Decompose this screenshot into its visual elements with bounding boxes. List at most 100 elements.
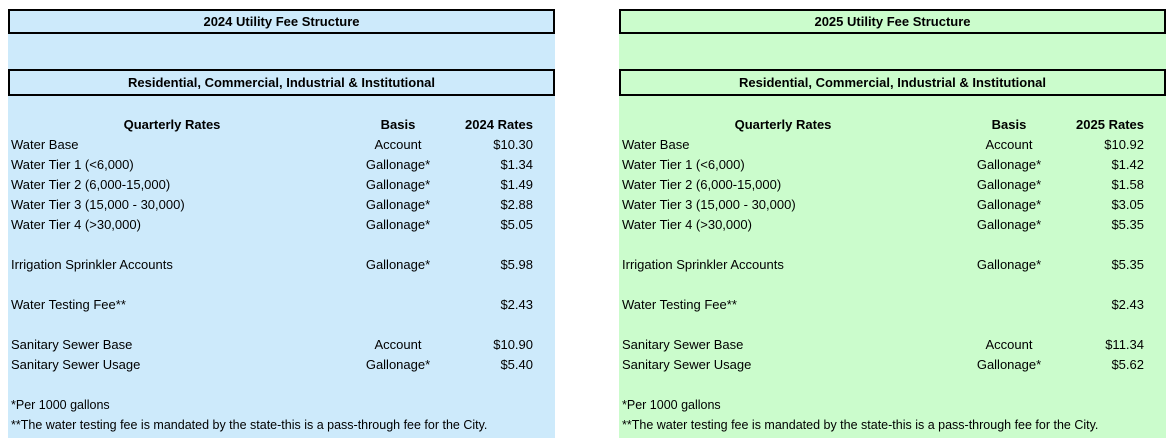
table-title-2024: 2024 Utility Fee Structure bbox=[8, 9, 555, 34]
row-basis: Account bbox=[985, 337, 1033, 352]
row-label: Water Base bbox=[11, 137, 79, 152]
row-rate: $1.42 bbox=[1111, 157, 1144, 172]
row-label: Water Tier 4 (>30,000) bbox=[622, 217, 752, 232]
row-rate: $10.30 bbox=[493, 137, 533, 152]
row-label: Water Tier 3 (15,000 - 30,000) bbox=[622, 197, 796, 212]
table-title-text: 2024 Utility Fee Structure bbox=[203, 14, 360, 29]
row-rate: $2.88 bbox=[500, 197, 533, 212]
table-row: Water Tier 2 (6,000-15,000) Gallonage* $1.… bbox=[8, 175, 555, 195]
row-rate: $1.49 bbox=[500, 177, 533, 192]
footnotes-2024: *Per 1000 gallons **The water testing fe… bbox=[8, 395, 555, 435]
column-header-row: Quarterly Rates Basis 2024 Rates bbox=[8, 115, 555, 135]
table-row: Water Tier 4 (>30,000) Gallonage* $5.05 bbox=[8, 215, 555, 235]
row-label: Water Tier 2 (6,000-15,000) bbox=[622, 177, 782, 192]
table-row: Water Testing Fee** $2.43 bbox=[619, 295, 1166, 315]
row-label: Water Tier 1 (<6,000) bbox=[622, 157, 745, 172]
row-basis: Account bbox=[374, 137, 422, 152]
table-row: Sanitary Sewer Usage Gallonage* $5.40 bbox=[8, 355, 555, 375]
table-content-2024: Quarterly Rates Basis 2024 Rates Water B… bbox=[8, 115, 555, 435]
footnote-water-testing-fee: **The water testing fee is mandated by t… bbox=[622, 418, 1099, 432]
table-row: Water Tier 1 (<6,000) Gallonage* $1.42 bbox=[619, 155, 1166, 175]
row-basis: Gallonage* bbox=[365, 357, 431, 372]
footnote-per-1000-gallons: *Per 1000 gallons bbox=[11, 398, 110, 412]
fee-table-2025: 2025 Utility Fee Structure Residential, … bbox=[619, 9, 1166, 438]
row-rate: $5.62 bbox=[1111, 357, 1144, 372]
table-row: Water Tier 4 (>30,000) Gallonage* $5.35 bbox=[619, 215, 1166, 235]
table-row: Water Tier 3 (15,000 - 30,000) Gallonage*… bbox=[8, 195, 555, 215]
table-content-2025: Quarterly Rates Basis 2025 Rates Water B… bbox=[619, 115, 1166, 435]
footnote-water-testing-fee: **The water testing fee is mandated by t… bbox=[11, 418, 488, 432]
column-header-basis: Basis bbox=[991, 117, 1027, 132]
table-row: Water Tier 2 (6,000-15,000) Gallonage* $1.… bbox=[619, 175, 1166, 195]
row-rate: $5.40 bbox=[500, 357, 533, 372]
blank-row bbox=[619, 315, 1166, 335]
row-rate: $1.34 bbox=[500, 157, 533, 172]
row-label: Sanitary Sewer Usage bbox=[622, 357, 752, 372]
row-rate: $5.05 bbox=[500, 217, 533, 232]
row-basis: Gallonage* bbox=[365, 197, 431, 212]
row-label: Water Tier 2 (6,000-15,000) bbox=[11, 177, 171, 192]
blank-row bbox=[8, 235, 555, 255]
table-row: Sanitary Sewer Base Account $11.34 bbox=[619, 335, 1166, 355]
row-rate: $2.43 bbox=[500, 297, 533, 312]
table-row: Irrigation Sprinkler Accounts Gallonage* $… bbox=[8, 255, 555, 275]
row-label: Water Tier 4 (>30,000) bbox=[11, 217, 141, 232]
table-row: Irrigation Sprinkler Accounts Gallonage* $… bbox=[619, 255, 1166, 275]
table-rows-2025: Water Base Account $10.92 Water Tier 1 (<6,… bbox=[619, 135, 1166, 375]
table-row: Water Base Account $10.92 bbox=[619, 135, 1166, 155]
row-basis: Gallonage* bbox=[365, 157, 431, 172]
row-basis: Gallonage* bbox=[976, 217, 1042, 232]
column-header-rates: 2025 Rates bbox=[1076, 117, 1144, 132]
row-label: Sanitary Sewer Base bbox=[11, 337, 133, 352]
column-header-quarterly-rates: Quarterly Rates bbox=[123, 117, 221, 132]
blank-row bbox=[8, 315, 555, 335]
row-basis: Gallonage* bbox=[365, 257, 431, 272]
row-basis: Gallonage* bbox=[365, 177, 431, 192]
row-basis: Gallonage* bbox=[976, 357, 1042, 372]
row-label: Irrigation Sprinkler Accounts bbox=[622, 257, 784, 272]
footnotes-2025: *Per 1000 gallons **The water testing fe… bbox=[619, 395, 1166, 435]
row-basis: Gallonage* bbox=[976, 197, 1042, 212]
row-basis: Account bbox=[374, 337, 422, 352]
table-row: Sanitary Sewer Usage Gallonage* $5.62 bbox=[619, 355, 1166, 375]
table-subtitle-text: Residential, Commercial, Industrial & In… bbox=[128, 75, 435, 90]
table-subtitle-text: Residential, Commercial, Industrial & In… bbox=[739, 75, 1046, 90]
column-header-basis: Basis bbox=[380, 117, 416, 132]
row-label: Water Tier 3 (15,000 - 30,000) bbox=[11, 197, 185, 212]
row-basis: Gallonage* bbox=[976, 157, 1042, 172]
column-header-row: Quarterly Rates Basis 2025 Rates bbox=[619, 115, 1166, 135]
row-basis: Account bbox=[985, 137, 1033, 152]
row-basis: Gallonage* bbox=[365, 217, 431, 232]
row-label: Sanitary Sewer Usage bbox=[11, 357, 141, 372]
table-subtitle-2024: Residential, Commercial, Industrial & In… bbox=[8, 69, 555, 96]
blank-row bbox=[619, 275, 1166, 295]
row-rate: $11.34 bbox=[1105, 337, 1144, 352]
column-header-quarterly-rates: Quarterly Rates bbox=[734, 117, 832, 132]
column-header-rates: 2024 Rates bbox=[465, 117, 533, 132]
table-row: Sanitary Sewer Base Account $10.90 bbox=[8, 335, 555, 355]
row-label: Water Testing Fee** bbox=[622, 297, 737, 312]
table-title-2025: 2025 Utility Fee Structure bbox=[619, 9, 1166, 34]
row-rate: $3.05 bbox=[1111, 197, 1144, 212]
blank-row bbox=[619, 235, 1166, 255]
row-rate: $10.92 bbox=[1104, 137, 1144, 152]
row-rate: $5.35 bbox=[1111, 257, 1144, 272]
table-row: Water Tier 3 (15,000 - 30,000) Gallonage*… bbox=[619, 195, 1166, 215]
table-row: Water Testing Fee** $2.43 bbox=[8, 295, 555, 315]
row-rate: $2.43 bbox=[1111, 297, 1144, 312]
row-label: Water Tier 1 (<6,000) bbox=[11, 157, 134, 172]
table-row: Water Tier 1 (<6,000) Gallonage* $1.34 bbox=[8, 155, 555, 175]
row-rate: $5.98 bbox=[500, 257, 533, 272]
row-rate: $1.58 bbox=[1111, 177, 1144, 192]
row-rate: $10.90 bbox=[493, 337, 533, 352]
table-rows-2024: Water Base Account $10.30 Water Tier 1 (<6,… bbox=[8, 135, 555, 375]
row-basis: Gallonage* bbox=[976, 257, 1042, 272]
footnote-per-1000-gallons: *Per 1000 gallons bbox=[622, 398, 721, 412]
row-rate: $5.35 bbox=[1111, 217, 1144, 232]
row-label: Irrigation Sprinkler Accounts bbox=[11, 257, 173, 272]
fee-table-2024: 2024 Utility Fee Structure Residential, … bbox=[8, 9, 555, 438]
table-subtitle-2025: Residential, Commercial, Industrial & In… bbox=[619, 69, 1166, 96]
row-label: Water Base bbox=[622, 137, 690, 152]
row-label: Sanitary Sewer Base bbox=[622, 337, 744, 352]
row-label: Water Testing Fee** bbox=[11, 297, 126, 312]
